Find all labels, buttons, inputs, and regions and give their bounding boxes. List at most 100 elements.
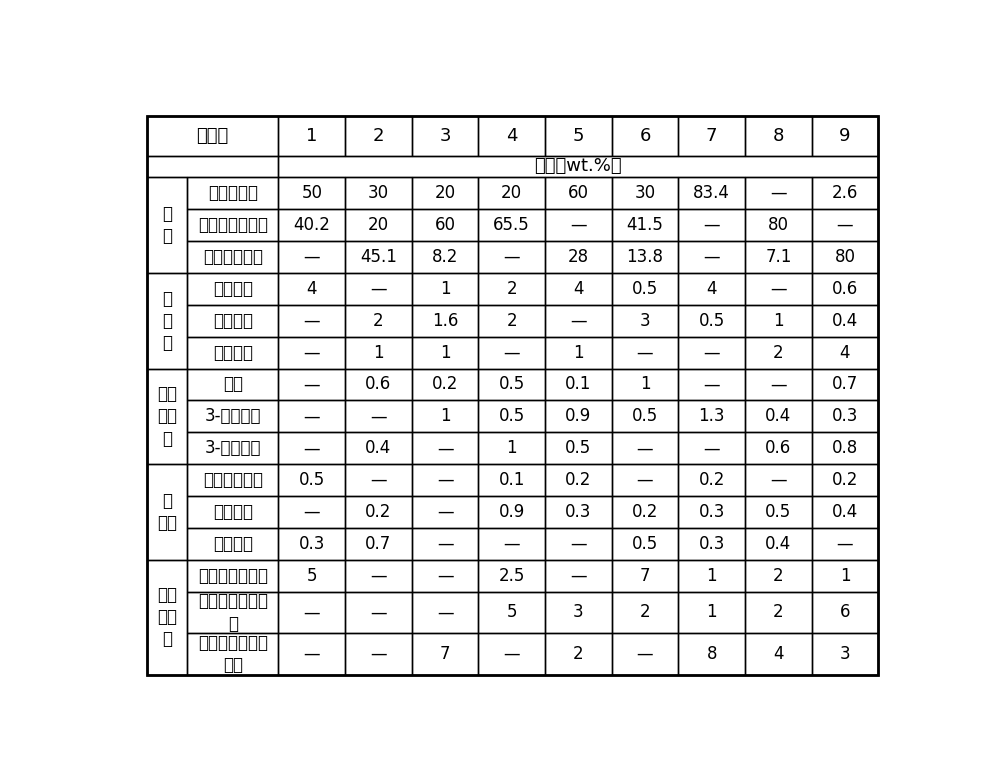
- Bar: [478, 305, 545, 336]
- Text: 0.6: 0.6: [832, 280, 858, 298]
- Text: 0.5: 0.5: [632, 408, 658, 426]
- Text: —: —: [637, 343, 653, 361]
- Bar: [812, 336, 878, 368]
- Text: 十六酸季戊四醇
酯: 十六酸季戊四醇 酯: [198, 593, 268, 633]
- Bar: [278, 116, 345, 156]
- Bar: [812, 592, 878, 633]
- Bar: [612, 401, 678, 432]
- Bar: [612, 464, 678, 496]
- Bar: [187, 209, 278, 241]
- Bar: [478, 368, 545, 401]
- Bar: [478, 464, 545, 496]
- Text: 2: 2: [773, 567, 784, 585]
- Bar: [612, 368, 678, 401]
- Bar: [612, 336, 678, 368]
- Bar: [745, 633, 812, 675]
- Text: 28: 28: [568, 248, 589, 266]
- Text: 对苯二酸: 对苯二酸: [213, 280, 253, 298]
- Text: —: —: [837, 216, 853, 234]
- Text: 0.3: 0.3: [299, 535, 325, 553]
- Bar: [612, 633, 678, 675]
- Text: 7: 7: [706, 127, 717, 145]
- Text: 0.3: 0.3: [565, 503, 592, 521]
- Text: 异丙醇胺: 异丙醇胺: [213, 535, 253, 553]
- Bar: [412, 528, 478, 560]
- Text: 0.5: 0.5: [632, 535, 658, 553]
- Bar: [745, 368, 812, 401]
- Bar: [812, 116, 878, 156]
- Text: —: —: [837, 535, 853, 553]
- Text: 4: 4: [773, 645, 784, 663]
- Text: 活性
增强
剂: 活性 增强 剂: [157, 385, 177, 448]
- Text: 13.8: 13.8: [627, 248, 664, 266]
- Bar: [187, 368, 278, 401]
- Bar: [345, 273, 412, 305]
- Bar: [678, 633, 745, 675]
- Text: 邻苯二酸: 邻苯二酸: [213, 343, 253, 361]
- Bar: [412, 592, 478, 633]
- Text: 2: 2: [506, 280, 517, 298]
- Bar: [745, 592, 812, 633]
- Text: 0.3: 0.3: [832, 408, 858, 426]
- Bar: [478, 336, 545, 368]
- Text: —: —: [570, 312, 587, 330]
- Text: 65.5: 65.5: [493, 216, 530, 234]
- Text: 7: 7: [440, 645, 450, 663]
- Bar: [147, 560, 187, 675]
- Bar: [545, 273, 612, 305]
- Bar: [187, 496, 278, 528]
- Text: 树脂
软化
剂: 树脂 软化 剂: [157, 586, 177, 648]
- Text: —: —: [437, 535, 453, 553]
- Bar: [678, 401, 745, 432]
- Text: 0.2: 0.2: [565, 471, 592, 489]
- Bar: [678, 432, 745, 464]
- Text: 0.2: 0.2: [698, 471, 725, 489]
- Bar: [278, 432, 345, 464]
- Bar: [278, 177, 345, 209]
- Bar: [345, 305, 412, 336]
- Bar: [545, 633, 612, 675]
- Text: —: —: [370, 645, 387, 663]
- Text: 咊唠: 咊唠: [223, 376, 243, 394]
- Bar: [278, 560, 345, 592]
- Bar: [745, 401, 812, 432]
- Bar: [478, 432, 545, 464]
- Text: —: —: [437, 567, 453, 585]
- Bar: [678, 305, 745, 336]
- Text: 0.5: 0.5: [632, 280, 658, 298]
- Text: —: —: [503, 645, 520, 663]
- Text: —: —: [437, 604, 453, 622]
- Text: 0.4: 0.4: [832, 312, 858, 330]
- Text: —: —: [703, 343, 720, 361]
- Text: 实施例: 实施例: [196, 127, 229, 145]
- Text: —: —: [370, 280, 387, 298]
- Bar: [412, 336, 478, 368]
- Text: 80: 80: [768, 216, 789, 234]
- Bar: [278, 496, 345, 528]
- Bar: [187, 241, 278, 273]
- Bar: [745, 432, 812, 464]
- Text: —: —: [570, 567, 587, 585]
- Bar: [345, 464, 412, 496]
- Bar: [345, 592, 412, 633]
- Bar: [278, 592, 345, 633]
- Bar: [545, 209, 612, 241]
- Bar: [278, 241, 345, 273]
- Text: —: —: [703, 439, 720, 457]
- Text: 3: 3: [439, 127, 451, 145]
- Bar: [812, 528, 878, 560]
- Text: —: —: [570, 216, 587, 234]
- Bar: [745, 116, 812, 156]
- Text: 1: 1: [440, 280, 450, 298]
- Bar: [412, 241, 478, 273]
- Text: 2.6: 2.6: [832, 184, 858, 202]
- Text: —: —: [770, 376, 787, 394]
- Text: —: —: [303, 408, 320, 426]
- Text: 0.1: 0.1: [499, 471, 525, 489]
- Bar: [345, 432, 412, 464]
- Text: 5: 5: [573, 127, 584, 145]
- Text: —: —: [503, 343, 520, 361]
- Text: 0.5: 0.5: [499, 376, 525, 394]
- Bar: [187, 336, 278, 368]
- Text: 40.2: 40.2: [293, 216, 330, 234]
